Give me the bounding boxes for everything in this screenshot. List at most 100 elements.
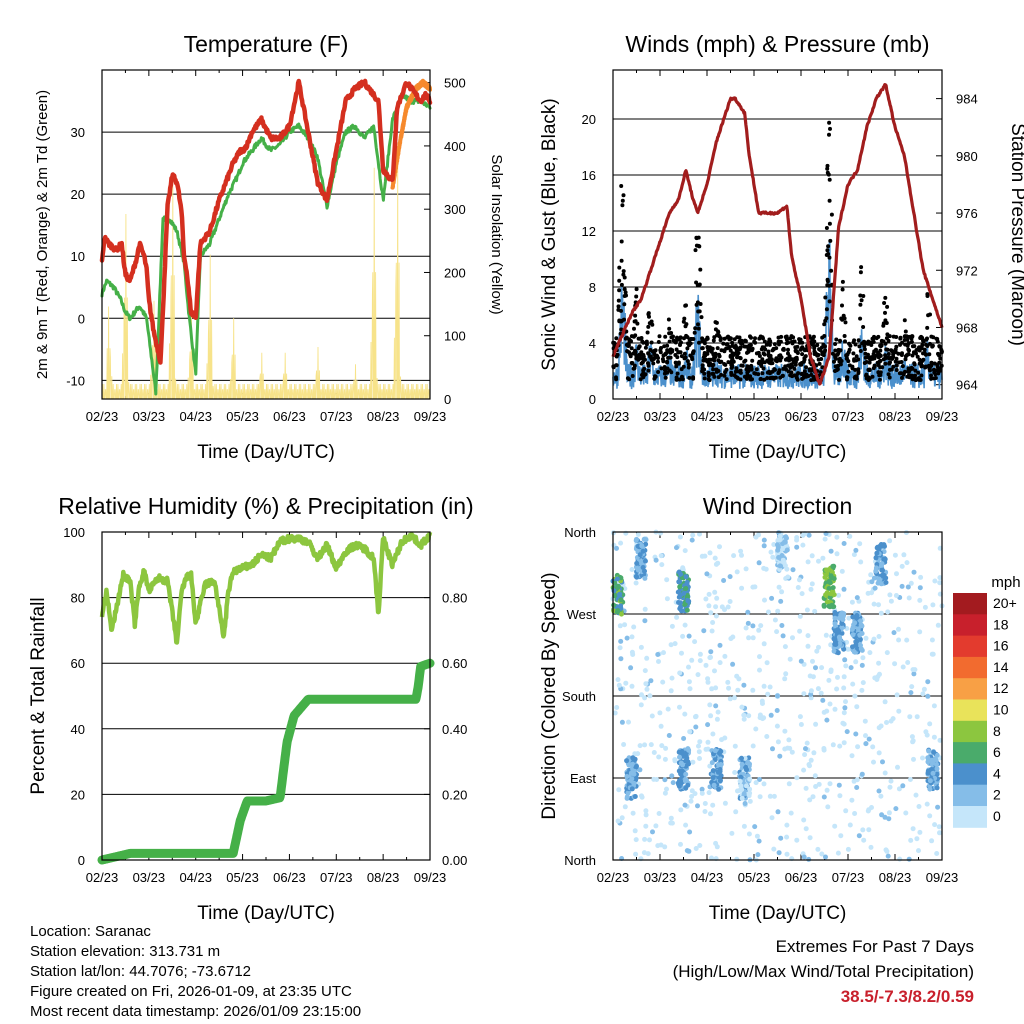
direction-point bbox=[910, 667, 916, 673]
direction-point bbox=[909, 684, 915, 690]
gust-point bbox=[681, 319, 686, 324]
gust-point bbox=[838, 338, 842, 343]
direction-point bbox=[682, 548, 688, 554]
gust-point bbox=[687, 337, 692, 342]
direction-point bbox=[684, 582, 690, 587]
gust-point bbox=[854, 354, 859, 359]
direction-point bbox=[743, 625, 749, 631]
direction-point bbox=[810, 794, 816, 800]
y-axis-label: Direction (Colored By Speed) bbox=[539, 572, 560, 819]
gust-point bbox=[829, 212, 834, 217]
gust-point bbox=[697, 282, 702, 287]
direction-point bbox=[830, 585, 836, 591]
direction-point bbox=[662, 844, 668, 850]
direction-point bbox=[737, 778, 743, 784]
direction-point bbox=[784, 822, 790, 828]
direction-point bbox=[712, 589, 718, 595]
x-tick-label: 09/23 bbox=[414, 409, 447, 424]
direction-point bbox=[741, 682, 747, 688]
direction-point bbox=[937, 580, 943, 586]
direction-point bbox=[887, 592, 893, 598]
gust-point bbox=[705, 335, 710, 340]
direction-point bbox=[804, 740, 810, 746]
gust-point bbox=[925, 325, 930, 330]
direction-point bbox=[710, 620, 716, 625]
x-tick-label: 09/23 bbox=[926, 870, 959, 885]
direction-point bbox=[769, 815, 775, 821]
x-tick-label: 07/23 bbox=[320, 409, 353, 424]
colorbar-label: 18 bbox=[993, 616, 1009, 632]
direction-point bbox=[929, 637, 935, 643]
gust-point bbox=[841, 313, 846, 318]
extremes-box: Extremes For Past 7 Days (High/Low/Max W… bbox=[673, 934, 974, 1009]
gust-point bbox=[669, 331, 674, 335]
direction-point bbox=[937, 830, 942, 836]
direction-point bbox=[648, 678, 654, 684]
gust-point bbox=[857, 344, 862, 349]
direction-point bbox=[888, 598, 894, 604]
gust-point bbox=[675, 337, 680, 342]
direction-point bbox=[910, 739, 916, 745]
x-tick-label: 06/23 bbox=[785, 409, 818, 424]
direction-point bbox=[756, 560, 762, 566]
gust-point bbox=[688, 353, 693, 358]
direction-point bbox=[830, 742, 836, 748]
colorbar-swatch bbox=[953, 784, 987, 807]
direction-point bbox=[871, 601, 877, 607]
x-tick-label: 08/23 bbox=[367, 870, 400, 885]
direction-point bbox=[878, 723, 884, 729]
gust-point bbox=[685, 346, 690, 351]
gust-point bbox=[653, 348, 657, 353]
gust-point bbox=[933, 376, 938, 380]
plot-frame bbox=[101, 69, 431, 400]
gust-point bbox=[730, 340, 735, 345]
direction-point bbox=[775, 608, 781, 614]
direction-point bbox=[803, 826, 809, 832]
direction-point bbox=[678, 841, 683, 847]
gust-point bbox=[748, 334, 752, 339]
direction-point bbox=[900, 664, 906, 670]
direction-point bbox=[869, 805, 874, 810]
direction-point bbox=[937, 737, 943, 743]
direction-point bbox=[644, 686, 650, 692]
direction-point bbox=[642, 618, 648, 624]
gust-point bbox=[787, 357, 791, 362]
direction-point bbox=[805, 633, 811, 639]
direction-point bbox=[922, 604, 928, 610]
direction-point bbox=[713, 685, 719, 691]
y2-axis-label: Station Pressure (Maroon) bbox=[1007, 123, 1024, 346]
direction-point bbox=[932, 578, 938, 584]
direction-point bbox=[896, 708, 902, 714]
direction-point bbox=[854, 638, 860, 644]
direction-point bbox=[682, 622, 688, 628]
direction-point bbox=[656, 754, 662, 760]
extremes-values: 38.5/-7.3/8.2/0.59 bbox=[840, 987, 974, 1006]
y2-tick-label: 976 bbox=[956, 206, 978, 221]
gust-point bbox=[627, 377, 632, 382]
gust-point bbox=[690, 357, 695, 362]
direction-point bbox=[844, 639, 850, 645]
gust-point bbox=[824, 307, 829, 312]
gust-point bbox=[753, 336, 757, 341]
direction-point bbox=[876, 546, 882, 552]
direction-point bbox=[803, 746, 808, 752]
direction-point bbox=[664, 577, 670, 583]
gust-point bbox=[620, 198, 625, 203]
gust-point bbox=[828, 126, 832, 131]
station-info: Location: Saranac Station elevation: 313… bbox=[30, 922, 361, 1022]
direction-point bbox=[679, 650, 684, 656]
direction-point bbox=[657, 710, 663, 716]
gust-point bbox=[757, 354, 762, 358]
direction-point bbox=[766, 609, 771, 615]
gust-point bbox=[783, 364, 788, 369]
gust-point bbox=[716, 369, 721, 373]
gust-point bbox=[633, 313, 638, 318]
gust-point bbox=[621, 193, 626, 198]
direction-point bbox=[674, 545, 679, 551]
direction-point bbox=[845, 646, 851, 652]
gust-point bbox=[832, 359, 836, 364]
gust-point bbox=[783, 335, 788, 339]
gust-point bbox=[837, 359, 842, 364]
direction-point bbox=[930, 760, 936, 766]
direction-point bbox=[631, 624, 637, 630]
